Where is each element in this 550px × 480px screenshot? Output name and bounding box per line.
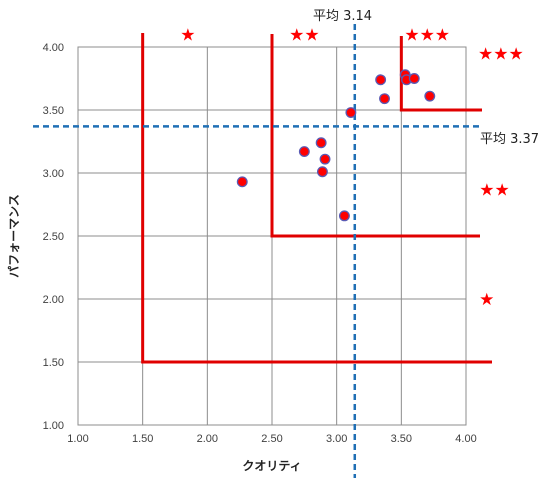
zone-boundary [141,33,492,364]
data-point [316,166,328,178]
data-point [379,93,390,105]
x-tick-label: 2.00 [197,433,218,445]
data-point [298,146,310,158]
star-annotation: ★★★ [404,25,450,45]
y-tick-label: 3.50 [43,105,64,117]
star-annotation: ★★ [479,180,509,200]
y-tick-label: 4.00 [43,42,64,54]
star-annotation: ★★★ [478,44,524,64]
star-zones [141,33,492,364]
y-tick-label: 2.50 [43,231,64,243]
data-point [236,176,248,188]
x-axis-title: クオリティ [242,459,301,473]
mean-y-label: 平均 3.37 [480,132,539,147]
y-tick-label: 1.00 [43,420,64,432]
y-tick-label: 3.00 [43,168,64,180]
data-point [338,210,350,222]
zone-boundary [399,36,482,112]
data-point [345,107,357,118]
data-point [319,153,331,165]
x-tick-label: 3.50 [391,433,412,445]
data-point [408,73,420,84]
mean-lines [33,24,482,478]
data-point [424,90,436,102]
star-annotation: ★ [180,25,195,45]
x-tick-label: 1.50 [132,433,153,445]
data-point [315,137,327,149]
mean-x-label: 平均 3.14 [313,9,372,24]
data-points [236,69,436,222]
star-annotation: ★★ [289,25,319,45]
x-tick-label: 3.00 [326,433,347,445]
star-annotations: ★ ★★ ★★★★★★★★★ [180,25,523,310]
x-tick-label: 1.00 [67,433,88,445]
tick-labels: 1.00 1.50 2.00 2.50 3.00 3.50 4.00 1.00 1.50 2.00… [43,42,477,445]
y-tick-label: 2.00 [43,294,64,306]
x-tick-label: 2.50 [261,433,282,445]
star-annotation: ★ [479,290,494,310]
x-tick-label: 4.00 [455,433,476,445]
zone-boundary [270,34,480,238]
y-tick-label: 1.50 [43,357,64,369]
y-axis-title: パフォーマンス [7,194,21,278]
data-point [375,74,387,86]
